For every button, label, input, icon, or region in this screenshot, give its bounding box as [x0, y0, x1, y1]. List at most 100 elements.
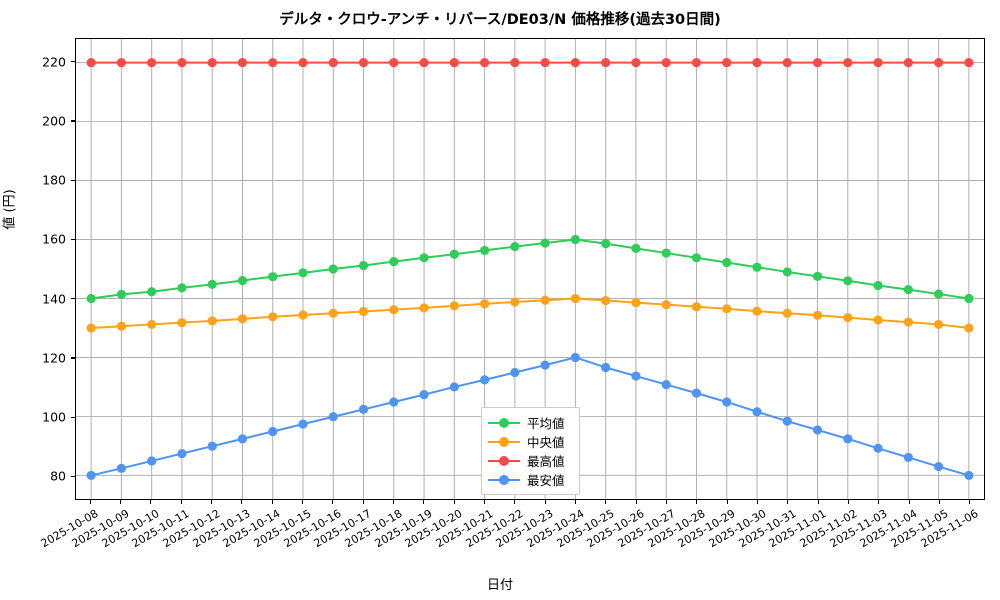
data-point-marker: [147, 456, 157, 466]
x-tick-mark: [787, 500, 789, 504]
y-tick-mark: [71, 179, 75, 181]
data-point-marker: [934, 461, 944, 472]
x-tick-mark: [180, 500, 182, 504]
data-point-marker: [873, 58, 883, 68]
legend-swatch: [488, 417, 520, 429]
data-point-marker: [358, 306, 369, 317]
x-tick-mark: [817, 500, 819, 504]
y-tick-mark: [71, 238, 75, 241]
data-point-marker: [177, 283, 187, 293]
data-point-marker: [449, 301, 459, 311]
data-point-marker: [661, 380, 671, 390]
data-point-marker: [147, 319, 157, 330]
data-point-marker: [812, 425, 823, 435]
data-point-marker: [934, 58, 944, 68]
data-point-marker: [631, 58, 641, 68]
y-tick-mark: [71, 298, 75, 300]
legend-marker-icon: [499, 436, 509, 447]
data-point-marker: [903, 58, 913, 68]
x-tick-mark: [696, 500, 698, 504]
y-tick-label: 180: [42, 172, 66, 188]
data-point-marker: [601, 239, 611, 249]
data-point-marker: [328, 308, 338, 318]
data-point-marker: [419, 58, 429, 68]
legend-label: 最安値: [527, 473, 565, 488]
data-point-marker: [843, 434, 853, 444]
x-tick-mark: [453, 500, 455, 504]
data-point-marker: [903, 452, 913, 463]
y-tick-label: 140: [42, 291, 66, 307]
data-point-marker: [268, 426, 278, 437]
y-tick-label: 160: [42, 231, 66, 247]
y-tick-label: 200: [42, 113, 66, 129]
legend-item[interactable]: 最安値: [488, 470, 573, 489]
data-point-marker: [116, 58, 126, 68]
data-point-marker: [147, 58, 157, 68]
data-point-marker: [147, 287, 157, 297]
data-point-marker: [752, 58, 762, 68]
x-tick-mark: [514, 500, 516, 504]
y-tick-label: 80: [50, 468, 66, 484]
data-point-marker: [661, 58, 671, 68]
data-point-marker: [540, 295, 550, 305]
data-point-marker: [873, 280, 883, 291]
data-point-marker: [419, 303, 429, 313]
legend-label: 中央値: [527, 435, 565, 450]
data-point-marker: [540, 238, 550, 248]
x-tick-mark: [210, 500, 213, 504]
data-point-marker: [298, 58, 308, 68]
data-point-marker: [540, 58, 550, 68]
data-point-marker: [903, 285, 913, 295]
data-point-marker: [873, 315, 883, 325]
x-tick-mark: [483, 500, 486, 504]
data-series-layer: [86, 58, 974, 480]
data-point-marker: [843, 58, 853, 68]
data-point-marker: [782, 416, 792, 426]
data-point-marker: [691, 388, 702, 398]
legend-item[interactable]: 中央値: [488, 432, 573, 451]
data-point-marker: [812, 58, 823, 68]
x-tick-mark: [332, 500, 334, 504]
data-point-marker: [722, 304, 732, 314]
data-point-marker: [752, 407, 762, 417]
legend-marker-icon: [499, 474, 509, 485]
data-point-marker: [389, 305, 399, 315]
data-point-marker: [86, 323, 96, 333]
data-point-marker: [722, 257, 732, 268]
data-point-marker: [237, 275, 248, 286]
x-tick-mark: [605, 500, 607, 504]
data-point-marker: [782, 267, 792, 277]
legend-label: 平均値: [527, 416, 565, 431]
data-point-marker: [116, 463, 126, 473]
data-point-marker: [480, 375, 490, 385]
data-point-marker: [449, 58, 459, 68]
data-point-marker: [207, 58, 217, 68]
x-tick-mark: [878, 500, 880, 504]
data-point-marker: [328, 412, 338, 422]
data-point-marker: [389, 58, 399, 68]
x-tick-mark: [89, 500, 91, 504]
data-point-marker: [873, 443, 883, 453]
data-point-marker: [812, 271, 823, 281]
series-line: [90, 238, 970, 300]
data-point-marker: [540, 360, 550, 370]
data-point-marker: [268, 58, 278, 68]
data-point-marker: [237, 314, 248, 324]
data-point-marker: [328, 58, 338, 68]
data-point-marker: [480, 245, 490, 256]
data-point-marker: [570, 58, 580, 68]
data-point-marker: [389, 397, 399, 407]
series-line: [90, 356, 970, 477]
data-point-marker: [480, 58, 490, 68]
legend-item[interactable]: 最高値: [488, 451, 573, 470]
y-tick-mark: [71, 120, 75, 122]
x-tick-mark: [150, 500, 152, 504]
data-point-marker: [389, 257, 399, 267]
data-point-marker: [237, 58, 248, 68]
legend-item[interactable]: 平均値: [488, 413, 573, 432]
x-tick-mark: [574, 500, 577, 504]
x-tick-mark: [423, 500, 425, 504]
data-point-marker: [207, 441, 217, 451]
data-point-marker: [631, 298, 641, 308]
data-point-marker: [86, 470, 96, 480]
